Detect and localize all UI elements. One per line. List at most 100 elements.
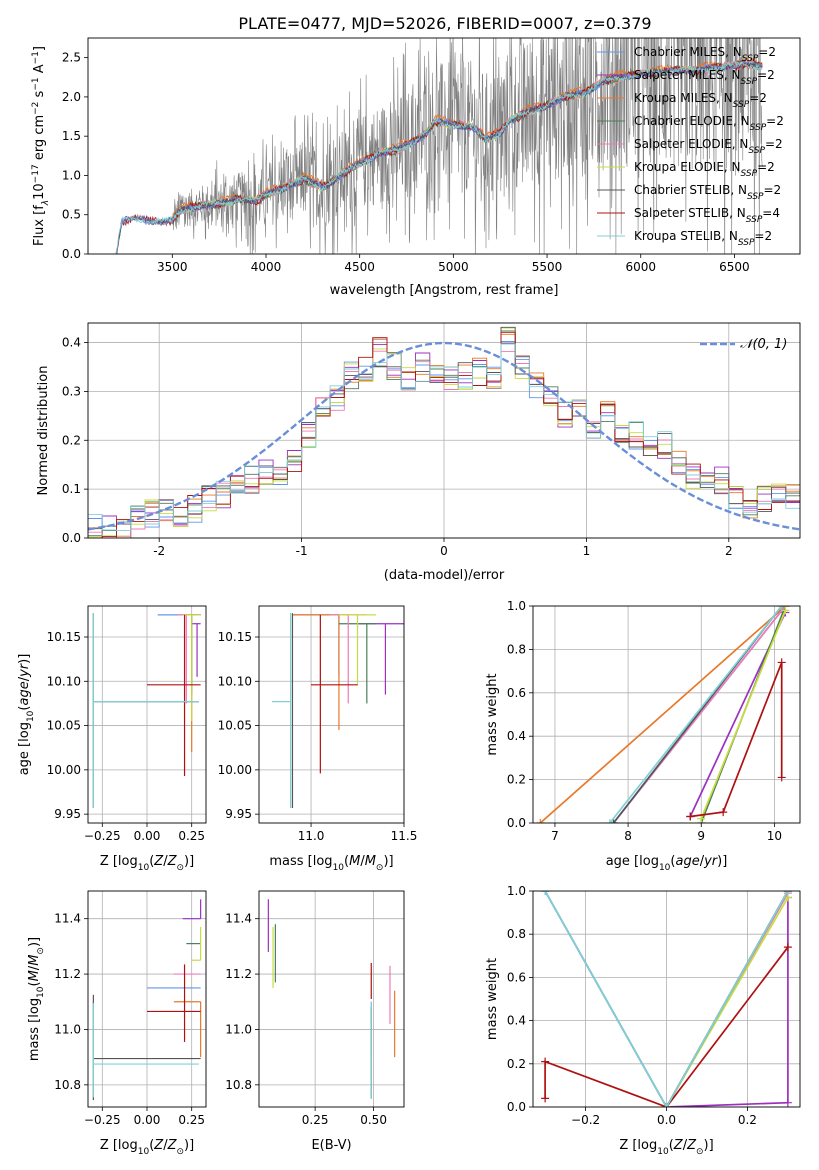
legend-sub: SSP xyxy=(747,192,764,202)
x-tick-label: 0.50 xyxy=(360,1113,387,1127)
weight-marker xyxy=(777,658,786,667)
y-tick-label: 0.6 xyxy=(507,686,526,700)
label-part: ( xyxy=(344,854,349,869)
legend-entry: Chabrier MILES, NSSP=2 xyxy=(634,45,776,64)
y-tick-label: 11.4 xyxy=(225,912,252,926)
axes-layer: 3500 4000 4500 5000 5500 6000 6500 0.0 0.5 1.0 1.5… xyxy=(17,37,801,1157)
plot-area xyxy=(259,606,404,823)
weight-marker xyxy=(605,819,614,823)
label-part: age [log xyxy=(606,854,659,869)
axes-weight-vs-Z: −0.2 0.0 0.20.00.20.40.60.81.0Z [log10(Z/Z… xyxy=(485,884,801,1157)
legend-sub: SSP xyxy=(748,146,765,156)
plot-area xyxy=(88,323,800,538)
legend-prefix: Kroupa MILES, N xyxy=(634,91,733,105)
y-tick-label: 0.2 xyxy=(62,433,81,447)
label-part: ( xyxy=(149,1138,154,1153)
y-tick-label: 0.8 xyxy=(507,927,526,941)
axes-residuals: -2 -1 0 1 2 0.0 0.1 0.2 0.3 0.4 𝒩(0, 1) (data-model… xyxy=(36,322,801,583)
y-tick-label: 1.5 xyxy=(62,129,81,143)
y-tick-label: 0.2 xyxy=(507,1057,526,1071)
y-tick-label: 2.5 xyxy=(62,51,81,65)
x-tick-label: 4500 xyxy=(344,260,375,274)
label-part: age xyxy=(17,681,32,705)
label-part: ⊙ xyxy=(36,947,46,955)
normal-curve xyxy=(88,341,800,531)
y-tick-label: 11.2 xyxy=(54,967,81,981)
plot-area xyxy=(533,891,800,1107)
axes-frame xyxy=(87,37,801,255)
model-spectrum xyxy=(116,56,763,254)
label-part: erg cm xyxy=(32,115,47,164)
y-tick-label: 0.3 xyxy=(62,384,81,398)
legend-sub: SSP xyxy=(741,77,758,87)
model-spectrum xyxy=(115,60,763,254)
weight-marker xyxy=(541,1094,550,1103)
y-tick-label: 10.8 xyxy=(54,1078,81,1092)
label-part: 10 xyxy=(659,863,671,873)
x-tick-label: 5000 xyxy=(438,260,469,274)
axes-age-vs-Z: −0.25 0.00 0.25 9.95 10.00 10.05 10.10 10.15 Z [… xyxy=(17,605,207,873)
y-tick-label: 0.0 xyxy=(62,531,81,545)
axes-frame xyxy=(532,605,801,824)
label-part: 10 xyxy=(138,1147,150,1157)
label-part: yr xyxy=(17,662,32,678)
x-tick-label: −0.2 xyxy=(571,1113,600,1127)
plot-area xyxy=(115,38,763,254)
y-tick-label: 11.2 xyxy=(225,967,252,981)
label-part: ⊙ xyxy=(376,863,384,873)
y-axis-label: age [log10(age/yr)] xyxy=(17,654,36,776)
legend-suffix: =2 xyxy=(758,45,776,59)
axes-spectrum: 3500 4000 4500 5000 5500 6000 6500 0.0 0.5 1.0 1.5… xyxy=(31,37,801,298)
figure-title: PLATE=0477, MJD=52026, FIBERID=0007, z=0… xyxy=(238,14,651,33)
plot-area xyxy=(88,891,206,1107)
weight-marker xyxy=(777,773,786,782)
y-tick-label: 10.10 xyxy=(218,674,252,688)
y-tick-label: 0.2 xyxy=(507,773,526,787)
label-part: M xyxy=(349,854,360,869)
label-part: Z [log xyxy=(100,1138,138,1153)
label-part: )] xyxy=(184,1138,194,1153)
weight-line xyxy=(700,609,787,820)
legend-sub: SSP xyxy=(733,100,750,110)
legend-sub: SSP xyxy=(738,238,755,248)
legend-entry: Chabrier ELODIE, NSSP=2 xyxy=(634,114,784,133)
y-tick-label: 9.95 xyxy=(225,807,252,821)
label-part: ] xyxy=(32,46,47,51)
plot-area xyxy=(259,891,404,1107)
y-tick-label: 1.0 xyxy=(507,884,526,898)
legend-prefix: Chabrier MILES, N xyxy=(634,45,742,59)
legend-prefix: Salpeter ELODIE, N xyxy=(634,137,748,151)
y-tick-label: 0.0 xyxy=(507,1100,526,1114)
x-tick-label: 5500 xyxy=(532,260,563,274)
x-axis-label: age [log10(age/yr)] xyxy=(606,854,728,873)
legend-entry: Kroupa MILES, NSSP=2 xyxy=(634,91,767,110)
legend-prefix: Kroupa ELODIE, N xyxy=(634,160,741,174)
label-part: )] xyxy=(704,1138,714,1153)
label-part: / xyxy=(700,854,705,869)
weight-marker xyxy=(536,819,545,823)
label-part: Z xyxy=(153,1138,164,1153)
label-part: / xyxy=(163,854,168,869)
label-part: λ xyxy=(41,200,51,206)
axes-frame xyxy=(87,322,801,539)
label-part: s xyxy=(32,90,47,101)
y-tick-label: 9.95 xyxy=(54,807,81,821)
weight-marker xyxy=(686,812,695,821)
label-part: ( xyxy=(149,854,154,869)
label-part: / xyxy=(27,965,42,970)
x-tick-label: 0.25 xyxy=(302,1113,329,1127)
label-part: Z [log xyxy=(100,854,138,869)
x-axis-label: Z [log10(Z/Z⊙)] xyxy=(100,854,194,873)
legend-sub: SSP xyxy=(746,215,763,225)
label-part: / xyxy=(360,854,365,869)
y-tick-label: 10.00 xyxy=(218,763,252,777)
x-tick-label: 0.25 xyxy=(178,1113,205,1127)
x-tick-label: -2 xyxy=(153,544,165,558)
legend-suffix: =2 xyxy=(749,91,767,105)
legend-entry: Kroupa STELIB, NSSP=2 xyxy=(634,229,772,248)
legend-suffix: =2 xyxy=(765,137,783,151)
label-part: ( xyxy=(27,981,42,986)
